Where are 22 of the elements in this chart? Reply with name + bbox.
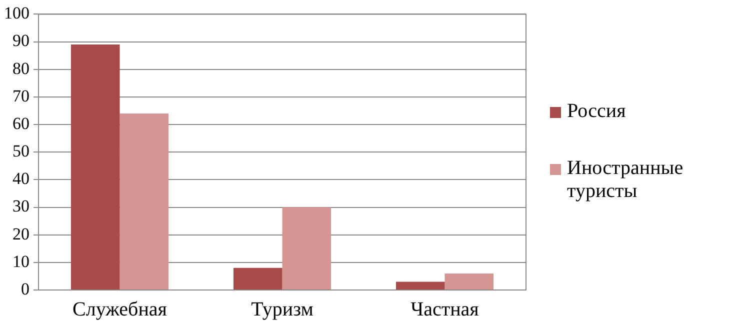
y-tick-label: 60 <box>12 114 30 133</box>
bar <box>120 113 168 290</box>
bar <box>396 282 445 290</box>
bar <box>71 44 120 290</box>
x-tick-label: Частная <box>410 298 479 320</box>
bar <box>282 207 331 290</box>
x-tick-label: Туризм <box>251 298 314 320</box>
y-tick-label: 0 <box>21 279 30 298</box>
legend-label: Иностранные туристы <box>567 157 684 203</box>
y-tick-label: 20 <box>12 224 30 244</box>
y-tick-label: 40 <box>12 169 30 188</box>
y-tick-label: 90 <box>12 31 30 50</box>
y-tick-label: 100 <box>4 4 30 23</box>
x-tick-label: Служебная <box>72 298 167 320</box>
y-tick-label: 80 <box>12 58 30 78</box>
bar <box>234 268 282 290</box>
legend-label: Россия <box>567 100 626 123</box>
y-tick-label: 30 <box>12 196 30 216</box>
y-tick-label: 10 <box>12 252 30 271</box>
y-tick-label: 50 <box>12 142 30 161</box>
bar <box>444 273 494 290</box>
y-tick-label: 70 <box>12 86 30 106</box>
